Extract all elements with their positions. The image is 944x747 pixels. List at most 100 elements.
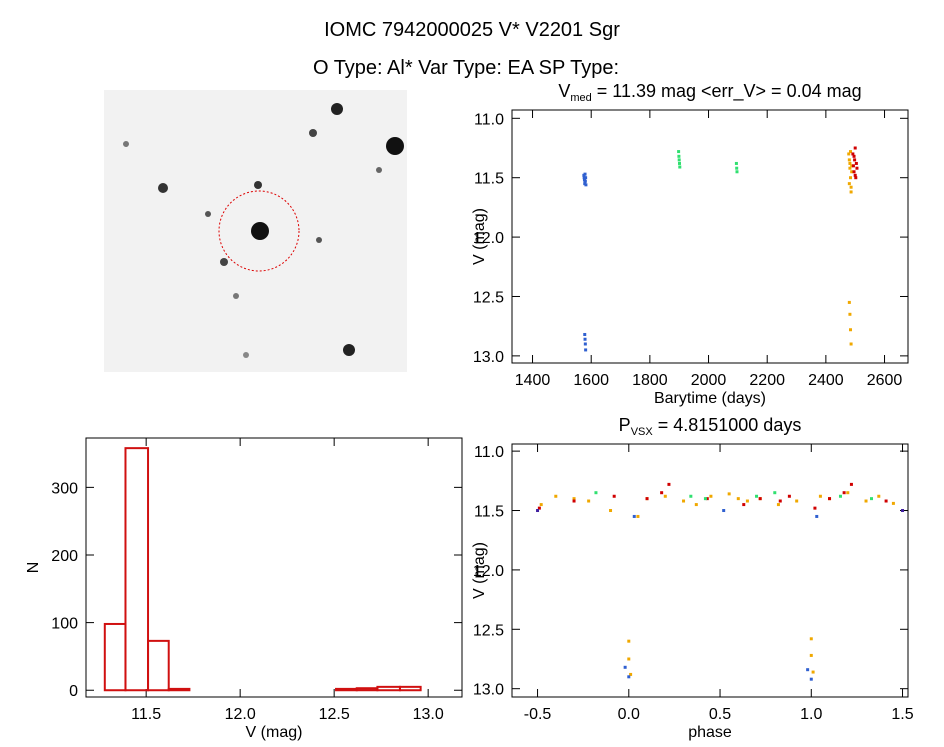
- data-point: [849, 176, 853, 180]
- bar: [355, 687, 379, 692]
- data-point: [745, 499, 749, 503]
- page-title: IOMC 7942000025 V* V2201 Sgr: [324, 19, 620, 41]
- data-point: [847, 300, 851, 304]
- data-point: [891, 501, 895, 505]
- x-tick-label: -0.5: [524, 706, 552, 723]
- data-point: [623, 665, 627, 669]
- plot-frame: [85, 437, 463, 698]
- data-point: [682, 499, 686, 503]
- chart-title: PVSX = 4.8151000 days: [619, 415, 802, 438]
- bar: [103, 622, 127, 692]
- x-axis-label: phase: [688, 724, 732, 741]
- title-part: = 4.8151000 days: [653, 415, 802, 435]
- data-point: [850, 164, 854, 168]
- star-image: [104, 90, 407, 372]
- data-point: [587, 499, 591, 503]
- data-point: [583, 179, 587, 183]
- plot-frame: [511, 109, 909, 364]
- plot-frame: [511, 443, 909, 698]
- data-point: [645, 497, 649, 501]
- data-point: [847, 158, 851, 162]
- data-point: [848, 161, 852, 165]
- data-point: [849, 150, 853, 154]
- data-point: [584, 348, 588, 352]
- data-point: [813, 506, 817, 510]
- title-part: P: [619, 415, 631, 435]
- data-point: [853, 146, 857, 150]
- chart-title: Vmed = 11.39 mag <err_V> = 0.04 mag: [558, 81, 861, 104]
- data-point: [755, 494, 759, 498]
- data-point: [758, 497, 762, 501]
- bar: [147, 639, 170, 692]
- x-tick-label: 13.0: [413, 706, 444, 723]
- x-tick-label: 12.0: [225, 706, 256, 723]
- data-point: [694, 503, 698, 507]
- data-point: [842, 491, 846, 495]
- data-point: [849, 185, 853, 189]
- data-point: [584, 183, 588, 187]
- data-point: [632, 514, 636, 518]
- y-tick-label: 11.5: [474, 171, 504, 188]
- x-tick-label: 2000: [691, 372, 727, 389]
- data-point: [787, 494, 791, 498]
- data-point: [811, 670, 815, 674]
- data-point: [773, 491, 777, 495]
- y-tick-label: 12.5: [473, 622, 504, 639]
- data-point: [818, 494, 822, 498]
- data-point: [677, 161, 681, 165]
- data-point: [584, 176, 588, 180]
- data-point: [848, 312, 852, 316]
- data-point: [838, 494, 842, 498]
- data-point: [776, 503, 780, 507]
- y-axis-label: N: [25, 562, 42, 574]
- data-point: [846, 491, 850, 495]
- data-point: [901, 509, 905, 513]
- data-point: [734, 161, 738, 165]
- data-point: [709, 494, 713, 498]
- data-point: [636, 514, 640, 518]
- x-tick-label: 2600: [867, 372, 903, 389]
- y-axis-label: V (mag): [471, 542, 488, 599]
- y-tick-label: 100: [51, 616, 78, 633]
- x-tick-label: 2400: [808, 372, 844, 389]
- data-point: [849, 482, 853, 486]
- data-point: [852, 170, 856, 174]
- x-tick-label: 1.0: [800, 706, 822, 723]
- data-point: [847, 152, 851, 156]
- y-tick-label: 11.5: [474, 504, 504, 521]
- data-point: [854, 176, 858, 180]
- data-point: [667, 482, 671, 486]
- data-point: [884, 499, 888, 503]
- data-point: [629, 672, 633, 676]
- data-point: [583, 172, 587, 176]
- data-point: [828, 497, 832, 501]
- data-point: [849, 190, 853, 194]
- data-point: [815, 514, 819, 518]
- data-point: [537, 506, 541, 510]
- data-point: [853, 158, 857, 162]
- data-point: [722, 509, 726, 513]
- y-tick-label: 300: [51, 480, 78, 497]
- y-tick-label: 0: [69, 683, 78, 700]
- data-point: [677, 154, 681, 158]
- data-point: [850, 170, 854, 174]
- x-tick-label: 1600: [573, 372, 609, 389]
- data-point: [627, 639, 631, 643]
- x-tick-label: 1400: [515, 372, 551, 389]
- y-axis-label: V (mag): [471, 208, 488, 265]
- data-point: [627, 675, 631, 679]
- data-point: [612, 494, 616, 498]
- title-part: = 11.39 mag <err_V> = 0.04 mag: [592, 81, 862, 102]
- x-tick-label: 0.0: [618, 706, 640, 723]
- data-point: [677, 158, 681, 162]
- data-point: [554, 494, 558, 498]
- data-point: [736, 497, 740, 501]
- y-tick-label: 11.0: [474, 444, 504, 461]
- bar: [376, 685, 401, 692]
- bar: [124, 447, 150, 692]
- data-point: [572, 497, 576, 501]
- data-point: [663, 494, 667, 498]
- data-point: [847, 182, 851, 186]
- x-tick-label: 11.5: [131, 706, 161, 723]
- x-axis-label: V (mag): [246, 724, 303, 741]
